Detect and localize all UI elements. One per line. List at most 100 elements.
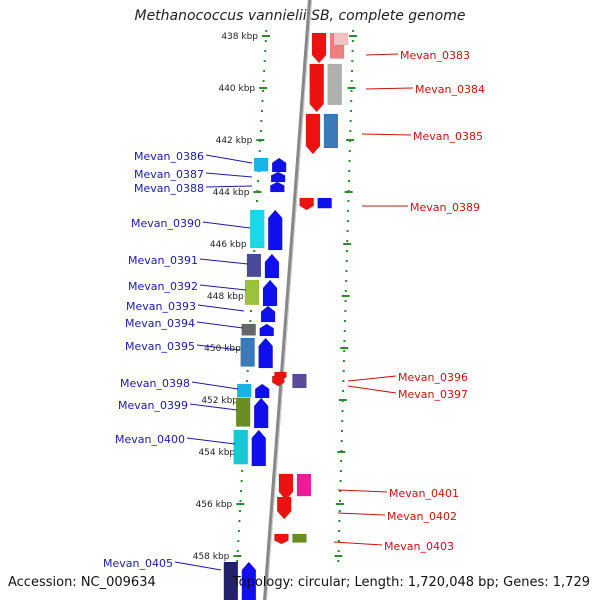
ruler-dot bbox=[337, 540, 340, 542]
genes-group bbox=[223, 32, 349, 600]
gene-label-forward: Mevan_0394 bbox=[125, 317, 195, 330]
ruler-dot bbox=[239, 500, 242, 502]
reverse-gene-arrow bbox=[299, 197, 314, 211]
gene-label-forward: Mevan_0391 bbox=[128, 254, 198, 267]
ruler-dot bbox=[240, 480, 243, 482]
gene-label-forward: Mevan_0386 bbox=[134, 150, 204, 163]
ruler-dot bbox=[339, 490, 342, 492]
tick-label: 458 kbp bbox=[193, 552, 230, 562]
gene-label-forward: Mevan_0400 bbox=[115, 433, 185, 446]
leader-line bbox=[337, 489, 388, 493]
ruler-dot bbox=[345, 280, 348, 282]
forward-gene-arrow bbox=[254, 383, 270, 399]
forward-gene-arrow bbox=[264, 253, 280, 279]
ruler-dot bbox=[339, 480, 342, 482]
ruler-dot bbox=[346, 250, 348, 252]
cog-box bbox=[244, 279, 260, 305]
ruler-dot bbox=[351, 60, 354, 62]
ruler-dot bbox=[351, 50, 354, 52]
gene-label-reverse: Mevan_0402 bbox=[387, 510, 457, 523]
gene-label-forward: Mevan_0392 bbox=[128, 280, 198, 293]
ruler-dot bbox=[342, 380, 345, 382]
gene-label-reverse: Mevan_0389 bbox=[410, 201, 480, 214]
reverse-gene-arrow bbox=[272, 375, 285, 387]
genome-title: Methanococcus vannielii SB, complete gen… bbox=[134, 8, 466, 24]
ruler-dot bbox=[259, 130, 262, 132]
ruler-dot bbox=[261, 100, 264, 102]
cog-box bbox=[233, 429, 248, 465]
leader-line bbox=[205, 185, 253, 188]
leader-line bbox=[202, 221, 251, 229]
ruler-dot bbox=[263, 70, 266, 72]
gene-label-forward: Mevan_0387 bbox=[134, 168, 204, 181]
leader-line bbox=[199, 258, 249, 265]
ruler-dot bbox=[350, 80, 353, 82]
ruler-dot bbox=[236, 560, 239, 562]
ruler-dot bbox=[338, 520, 341, 522]
gene-label-reverse: Mevan_0396 bbox=[398, 371, 468, 384]
cog-box bbox=[323, 113, 339, 149]
ruler-dot bbox=[263, 60, 266, 62]
ruler-dot bbox=[344, 290, 347, 292]
leader-line bbox=[205, 172, 253, 178]
forward-gene-arrow bbox=[259, 323, 274, 337]
leader-line bbox=[365, 87, 414, 90]
ruler-dot bbox=[349, 120, 352, 122]
tick-label: 440 kbp bbox=[218, 84, 255, 94]
backbone-line bbox=[263, 0, 312, 600]
gene-label-forward: Mevan_0393 bbox=[126, 300, 196, 313]
ruler-dot bbox=[340, 460, 343, 462]
ruler-dot bbox=[338, 530, 341, 532]
gene-label-reverse: Mevan_0384 bbox=[415, 83, 485, 96]
cog-box bbox=[327, 63, 342, 106]
gene-label-forward: Mevan_0395 bbox=[125, 340, 195, 353]
tick-label: 446 kbp bbox=[210, 240, 247, 250]
leader-line bbox=[365, 53, 399, 56]
tick-label: 452 kbp bbox=[201, 396, 238, 406]
ruler-dot bbox=[340, 430, 343, 432]
gene-label-reverse: Mevan_0401 bbox=[389, 487, 459, 500]
ruler-dot bbox=[339, 470, 342, 472]
ruler-dot bbox=[337, 550, 340, 552]
reverse-gene-arrow bbox=[278, 473, 294, 501]
tick-label: 444 kbp bbox=[213, 188, 250, 198]
gene-label-reverse: Mevan_0385 bbox=[413, 130, 483, 143]
ruler-dot bbox=[351, 40, 354, 42]
tick-label: 442 kbp bbox=[216, 136, 253, 146]
leader-line bbox=[197, 304, 245, 312]
ruler-dot bbox=[264, 50, 267, 52]
reverse-gene-arrow bbox=[274, 533, 289, 545]
ruler-dot bbox=[340, 440, 343, 442]
ruler-dot bbox=[343, 350, 346, 352]
forward-gene-arrow bbox=[258, 337, 273, 369]
leader-line bbox=[205, 154, 253, 164]
leader-line bbox=[191, 381, 239, 390]
cog-box bbox=[253, 157, 269, 172]
ruler-dot bbox=[262, 80, 265, 82]
ruler-dot bbox=[260, 110, 263, 112]
gene-label-forward: Mevan_0405 bbox=[103, 557, 173, 570]
ruler-dot bbox=[343, 340, 346, 342]
cog-box bbox=[246, 253, 262, 278]
ruler-dot bbox=[345, 270, 348, 272]
leader-line bbox=[333, 541, 383, 546]
ruler-dot bbox=[256, 200, 258, 202]
ruler-dot bbox=[265, 30, 268, 32]
accession-text: Accession: NC_009634 bbox=[8, 575, 156, 590]
leader-line bbox=[189, 403, 238, 411]
forward-gene-arrow bbox=[268, 209, 283, 251]
tick-label: 448 kbp bbox=[207, 292, 244, 302]
tick-label: 456 kbp bbox=[196, 500, 233, 510]
ruler-dot bbox=[345, 260, 348, 262]
cog-box bbox=[240, 337, 255, 367]
ruler-dot bbox=[342, 370, 345, 372]
cog-box bbox=[223, 561, 239, 600]
gene-label-reverse: Mevan_0397 bbox=[398, 388, 468, 401]
ruler-dot bbox=[342, 360, 345, 362]
forward-gene-arrow bbox=[262, 279, 278, 307]
gene-label-reverse: Mevan_0403 bbox=[384, 540, 454, 553]
ruler-dot bbox=[237, 530, 240, 532]
reverse-gene-arrow bbox=[311, 32, 327, 64]
ruler-dot bbox=[349, 130, 352, 132]
